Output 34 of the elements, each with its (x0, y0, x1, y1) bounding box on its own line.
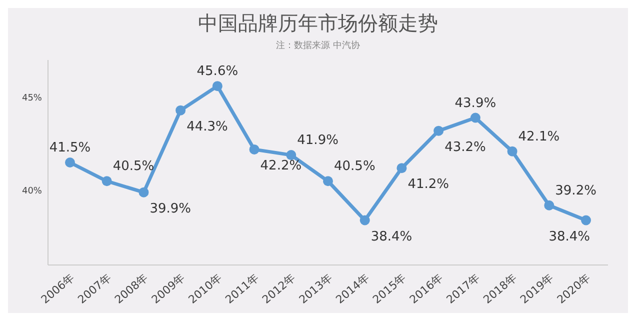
chart-title: 中国品牌历年市场份额走势 (198, 11, 438, 35)
point (286, 150, 296, 160)
point (581, 215, 591, 226)
data-label: 44.3% (186, 119, 228, 134)
data-label: 39.2% (555, 183, 596, 198)
point (102, 176, 112, 186)
point (544, 200, 554, 210)
data-label: 43.9% (454, 96, 496, 111)
data-label: 41.5% (49, 140, 91, 156)
data-label: 45.6% (196, 64, 238, 80)
point (360, 215, 370, 226)
point (249, 144, 260, 154)
data-label: 40.5% (112, 159, 154, 174)
y-tick-label: 45% (22, 93, 42, 104)
data-label: 42.1% (518, 129, 560, 144)
data-label: 43.2% (444, 140, 486, 155)
data-label: 38.4% (548, 229, 590, 244)
data-label: 41.2% (408, 177, 450, 192)
data-label: 39.9% (150, 201, 192, 216)
point (434, 126, 444, 136)
data-label: 42.2% (260, 158, 302, 174)
point (176, 105, 186, 116)
point (212, 81, 222, 92)
point (138, 187, 149, 198)
point (396, 163, 407, 174)
point (65, 158, 75, 168)
point (507, 146, 518, 156)
point (323, 176, 333, 186)
data-label: 41.9% (297, 133, 338, 148)
y-tick-label: 40% (22, 186, 42, 197)
data-label: 38.4% (370, 229, 412, 244)
data-label: 40.5% (334, 159, 376, 174)
chart-subtitle: 注：数据来源 中汽协 (276, 40, 360, 51)
point (470, 112, 480, 123)
